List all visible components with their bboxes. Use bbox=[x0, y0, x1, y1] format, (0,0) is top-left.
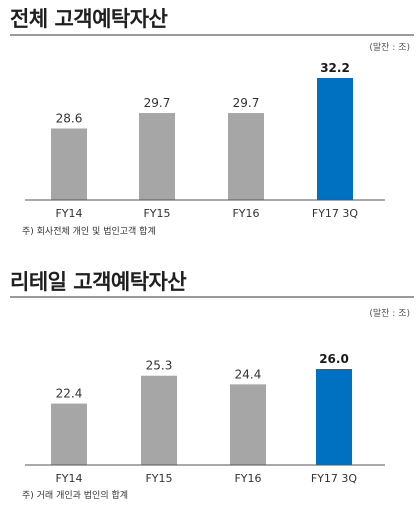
data-label: 29.7 bbox=[144, 96, 171, 110]
bar bbox=[316, 369, 352, 465]
x-tick-label: FY14 bbox=[55, 207, 82, 220]
data-label: 24.4 bbox=[235, 367, 262, 381]
bar-chart: 22.4 FY14 25.3 FY15 24.4 FY16 26.0 FY17 3Q bbox=[25, 352, 385, 484]
x-tick-label: FY14 bbox=[55, 472, 82, 484]
chart-title: 리테일 고객예탁자산 bbox=[10, 270, 187, 294]
x-tick-label: FY15 bbox=[143, 207, 170, 220]
data-label: 28.6 bbox=[56, 111, 83, 125]
chart-footnote: 주) 거래 개인과 법인의 합계 bbox=[22, 491, 129, 501]
data-label: 32.2 bbox=[320, 61, 350, 75]
x-tick-label: FY16 bbox=[234, 472, 261, 484]
chart-footnote: 주) 회사전체 개인 및 법인고객 합계 bbox=[22, 227, 156, 237]
data-label: 25.3 bbox=[146, 359, 173, 373]
chart-panel-total: 전체 고객예탁자산 (말잔 : 조) 28.6 FY14 29.7 FY15 29.7 F… bbox=[0, 0, 416, 245]
bar bbox=[51, 403, 87, 465]
bar bbox=[317, 78, 353, 200]
unit-label: (말잔 : 조) bbox=[369, 309, 410, 319]
bar bbox=[228, 113, 264, 200]
title-divider bbox=[10, 34, 414, 36]
title-divider bbox=[10, 296, 414, 298]
data-label: 22.4 bbox=[56, 387, 83, 401]
chart-title: 전체 고객예탁자산 bbox=[10, 7, 168, 31]
bar bbox=[51, 128, 87, 200]
bar bbox=[230, 384, 266, 465]
unit-label: (말잔 : 조) bbox=[369, 43, 410, 53]
data-label: 26.0 bbox=[319, 352, 349, 366]
chart-panel-retail: 리테일 고객예탁자산 (말잔 : 조) 22.4 FY14 25.3 FY15 24.4… bbox=[0, 262, 416, 507]
x-tick-label: FY16 bbox=[232, 207, 259, 220]
bar bbox=[139, 113, 175, 200]
x-tick-label: FY17 3Q bbox=[312, 207, 359, 220]
data-label: 29.7 bbox=[233, 96, 260, 110]
x-tick-label: FY15 bbox=[145, 472, 172, 484]
bar bbox=[141, 375, 177, 465]
x-tick-label: FY17 3Q bbox=[311, 472, 358, 484]
bar-chart: 28.6 FY14 29.7 FY15 29.7 FY16 32.2 FY17 3Q bbox=[25, 61, 385, 220]
